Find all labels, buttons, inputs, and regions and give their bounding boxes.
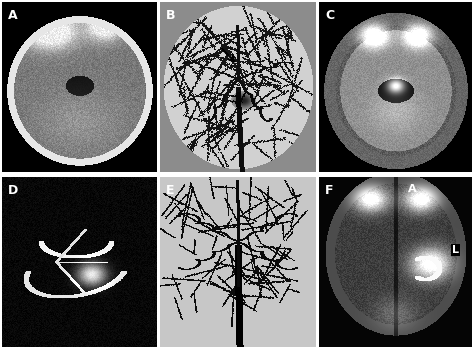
Text: F: F (325, 184, 334, 197)
Text: A: A (8, 9, 18, 22)
Text: B: B (166, 9, 176, 22)
Text: D: D (8, 184, 18, 197)
Text: L: L (452, 245, 459, 255)
Text: E: E (166, 184, 175, 197)
Text: C: C (325, 9, 334, 22)
Text: A: A (408, 184, 416, 194)
